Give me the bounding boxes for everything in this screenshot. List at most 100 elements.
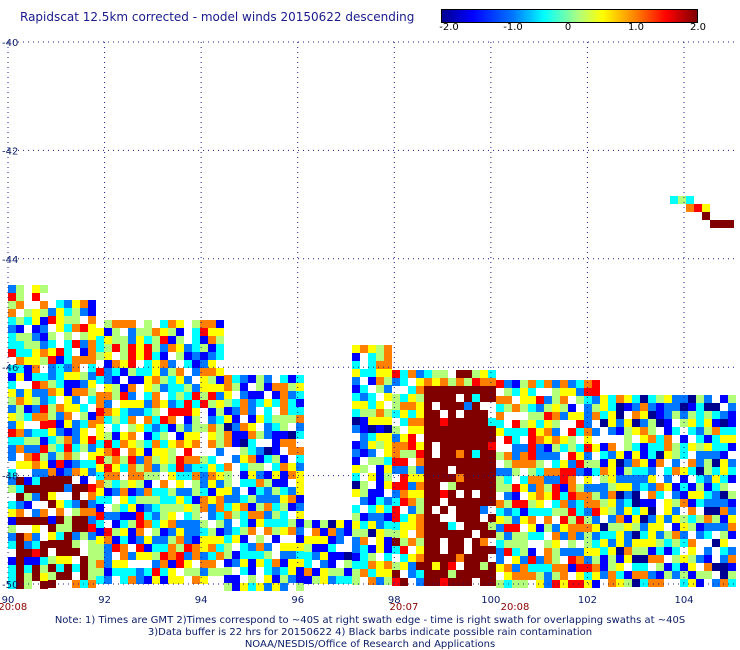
wind-cell xyxy=(16,333,24,341)
wind-cell xyxy=(128,384,136,392)
wind-cell xyxy=(472,434,480,442)
wind-cell xyxy=(512,388,520,396)
wind-cell xyxy=(544,428,552,436)
wind-cell xyxy=(144,336,152,344)
wind-cell xyxy=(536,564,544,572)
wind-cell xyxy=(264,399,272,407)
wind-cell xyxy=(280,471,288,479)
wind-cell xyxy=(24,437,32,445)
wind-cell xyxy=(672,483,680,491)
wind-cell xyxy=(656,523,664,531)
wind-cell xyxy=(200,464,208,472)
wind-cell xyxy=(656,451,664,459)
wind-cell xyxy=(128,528,136,536)
wind-cell xyxy=(24,357,32,365)
wind-cell xyxy=(48,388,56,396)
wind-cell xyxy=(16,357,24,365)
wind-cell xyxy=(440,426,448,434)
wind-cell xyxy=(464,578,472,586)
wind-cell xyxy=(152,528,160,536)
wind-cell xyxy=(160,496,168,504)
wind-cell xyxy=(176,376,184,384)
wind-cell xyxy=(592,532,600,540)
wind-cell xyxy=(368,345,376,353)
footnote-line-1: Note: 1) Times are GMT 2)Times correspon… xyxy=(54,615,686,626)
wind-cell xyxy=(208,384,216,392)
wind-cell xyxy=(648,419,656,427)
wind-cell xyxy=(328,520,336,528)
wind-cell xyxy=(304,560,312,568)
wind-cell xyxy=(480,554,488,562)
wind-cell xyxy=(120,320,128,328)
wind-cell xyxy=(448,474,456,482)
wind-cell xyxy=(696,523,704,531)
wind-cell xyxy=(640,499,648,507)
wind-cell xyxy=(216,328,224,336)
wind-cell xyxy=(112,368,120,376)
wind-cell xyxy=(168,560,176,568)
wind-cell xyxy=(232,583,240,591)
wind-cell xyxy=(608,451,616,459)
wind-cell xyxy=(488,450,496,458)
wind-cell xyxy=(512,428,520,436)
wind-cell xyxy=(472,386,480,394)
wind-cell xyxy=(480,570,488,578)
wind-cell xyxy=(504,388,512,396)
wind-cell xyxy=(256,415,264,423)
wind-cell xyxy=(608,459,616,467)
wind-cell xyxy=(288,431,296,439)
wind-cell xyxy=(408,538,416,546)
wind-cell xyxy=(96,456,104,464)
wind-cell xyxy=(160,416,168,424)
wind-cell xyxy=(528,452,536,460)
wind-cell xyxy=(152,352,160,360)
wind-cell xyxy=(616,523,624,531)
wind-cell xyxy=(392,378,400,386)
wind-cell xyxy=(240,471,248,479)
wind-cell xyxy=(680,491,688,499)
wind-cell xyxy=(176,480,184,488)
wind-cell xyxy=(352,345,360,353)
wind-cell xyxy=(176,440,184,448)
wind-cell xyxy=(224,407,232,415)
wind-cell xyxy=(496,468,504,476)
wind-cell xyxy=(184,536,192,544)
wind-cell xyxy=(456,442,464,450)
wind-cell xyxy=(296,527,304,535)
wind-cell xyxy=(72,492,80,500)
wind-cell xyxy=(352,441,360,449)
wind-cell xyxy=(48,420,56,428)
wind-cell xyxy=(704,435,712,443)
wind-cell xyxy=(400,530,408,538)
wind-cell xyxy=(440,530,448,538)
wind-cell xyxy=(272,439,280,447)
wind-cell xyxy=(256,551,264,559)
wind-cell xyxy=(528,564,536,572)
wind-cell xyxy=(64,484,72,492)
wind-cell xyxy=(680,531,688,539)
wind-cell xyxy=(152,536,160,544)
wind-cell xyxy=(280,551,288,559)
wind-cell xyxy=(168,576,176,584)
wind-cell xyxy=(232,511,240,519)
wind-cell xyxy=(664,467,672,475)
wind-cell xyxy=(512,548,520,556)
wind-cell xyxy=(424,538,432,546)
wind-cell xyxy=(688,515,696,523)
wind-cell xyxy=(536,476,544,484)
wind-cell xyxy=(360,553,368,561)
wind-cell xyxy=(280,415,288,423)
wind-cell xyxy=(648,499,656,507)
wind-cell xyxy=(200,480,208,488)
wind-cell xyxy=(56,428,64,436)
wind-cell xyxy=(24,565,32,573)
wind-cell xyxy=(480,482,488,490)
wind-cell xyxy=(208,328,216,336)
wind-cell xyxy=(440,506,448,514)
wind-cell xyxy=(48,572,56,580)
wind-cell xyxy=(144,504,152,512)
wind-cell xyxy=(16,437,24,445)
wind-cell xyxy=(120,400,128,408)
wind-cell xyxy=(456,482,464,490)
wind-cell xyxy=(680,555,688,563)
